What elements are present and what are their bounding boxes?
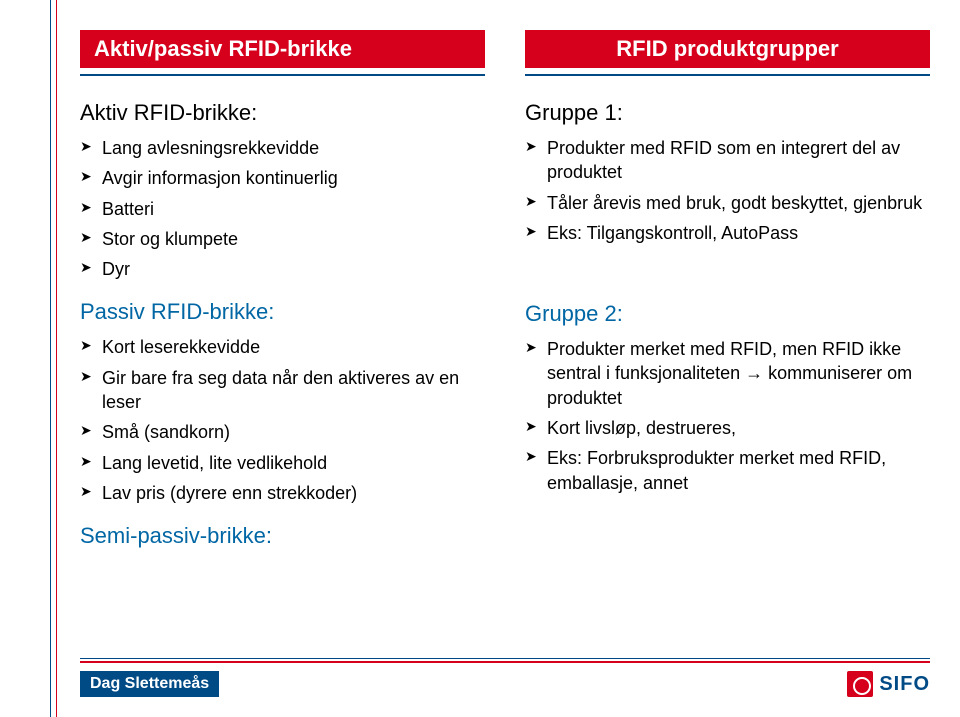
passive-rfid-list: Kort leserekkevidde Gir bare fra seg dat… bbox=[80, 335, 485, 505]
sifo-logo-text: SIFO bbox=[879, 673, 930, 696]
left-border-blue bbox=[50, 0, 51, 717]
group2-list: Produkter merket med RFID, men RFID ikke… bbox=[525, 337, 930, 495]
right-heading-underline bbox=[525, 74, 930, 76]
list-item: Avgir informasjon kontinuerlig bbox=[80, 166, 485, 190]
sifo-logo: SIFO bbox=[847, 671, 930, 697]
active-rfid-title: Aktiv RFID-brikke: bbox=[80, 100, 485, 126]
list-item: Lang levetid, lite vedlikehold bbox=[80, 451, 485, 475]
list-item: Tåler årevis med bruk, godt beskyttet, g… bbox=[525, 191, 930, 215]
list-item: Kort livsløp, destrueres, bbox=[525, 416, 930, 440]
slide-content: Aktiv/passiv RFID-brikke Aktiv RFID-brik… bbox=[80, 30, 930, 647]
list-item: Gir bare fra seg data når den aktiveres … bbox=[80, 366, 485, 415]
list-item: Produkter merket med RFID, men RFID ikke… bbox=[525, 337, 930, 410]
list-item: Lav pris (dyrere enn strekkoder) bbox=[80, 481, 485, 505]
right-column: RFID produktgrupper Gruppe 1: Produkter … bbox=[525, 30, 930, 559]
list-item: Lang avlesningsrekkevidde bbox=[80, 136, 485, 160]
list-item: Dyr bbox=[80, 257, 485, 281]
list-item: Kort leserekkevidde bbox=[80, 335, 485, 359]
list-item: Batteri bbox=[80, 197, 485, 221]
left-border-red bbox=[56, 0, 57, 717]
left-column: Aktiv/passiv RFID-brikke Aktiv RFID-brik… bbox=[80, 30, 485, 559]
passive-rfid-title: Passiv RFID-brikke: bbox=[80, 299, 485, 325]
left-heading-pill: Aktiv/passiv RFID-brikke bbox=[80, 30, 485, 68]
group1-list: Produkter med RFID som en integrert del … bbox=[525, 136, 930, 245]
list-item: Stor og klumpete bbox=[80, 227, 485, 251]
group2-title: Gruppe 2: bbox=[525, 301, 930, 327]
author-name: Dag Slettemeås bbox=[80, 671, 219, 697]
active-rfid-list: Lang avlesningsrekkevidde Avgir informas… bbox=[80, 136, 485, 281]
right-heading-pill: RFID produktgrupper bbox=[525, 30, 930, 68]
list-item: Eks: Forbruksprodukter merket med RFID, … bbox=[525, 446, 930, 495]
list-item: Eks: Tilgangskontroll, AutoPass bbox=[525, 221, 930, 245]
list-item: Produkter med RFID som en integrert del … bbox=[525, 136, 930, 185]
left-heading-underline bbox=[80, 74, 485, 76]
semi-passive-title: Semi-passiv-brikke: bbox=[80, 523, 485, 549]
sifo-logo-icon bbox=[847, 671, 873, 697]
group1-title: Gruppe 1: bbox=[525, 100, 930, 126]
list-item: Små (sandkorn) bbox=[80, 420, 485, 444]
footer: Dag Slettemeås SIFO bbox=[80, 661, 930, 697]
